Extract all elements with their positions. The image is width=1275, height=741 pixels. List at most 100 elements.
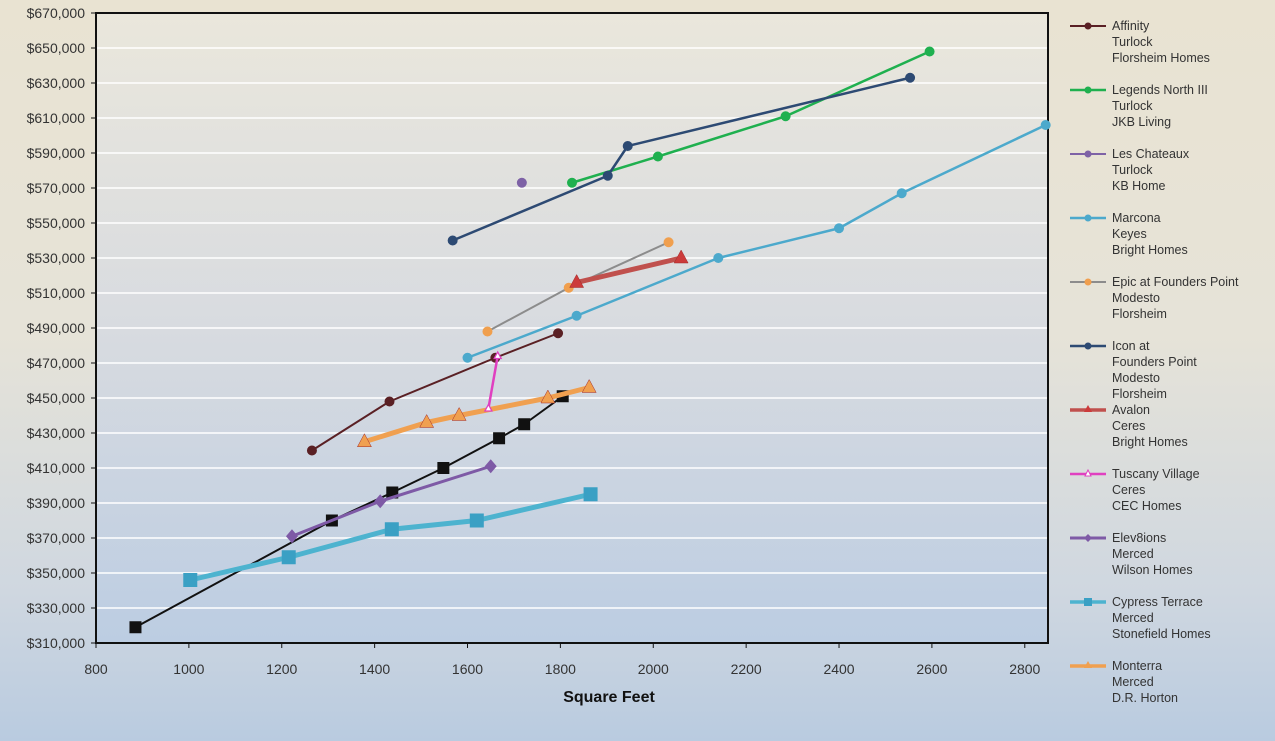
legend-swatch-marker [1084,661,1092,668]
y-tick-label: $570,000 [27,180,86,196]
legend-item-legends-north-iii: Legends North III Turlock JKB Living [1070,83,1208,129]
legend-label: Florsheim [1112,387,1167,401]
legend-item-tuscany-village: Tuscany Village Ceres CEC Homes [1070,467,1200,513]
data-point-cypress-terrace [384,522,399,537]
y-tick-label: $550,000 [27,215,86,231]
legend-label: Modesto [1112,291,1160,305]
legend-label: Turlock [1112,35,1153,49]
series-line-tuscany-village [487,354,499,410]
data-point-trendline [437,462,450,474]
data-point-elev8ions [374,494,387,509]
legend-swatch-marker [1084,342,1092,350]
data-point-icon-at-founders-point [622,141,633,151]
data-point-tuscany-village [493,350,503,360]
legend: Affinity Turlock Florsheim Homes Legends No… [1070,19,1239,705]
grid [96,47,1048,609]
y-tick-label: $350,000 [27,565,86,581]
data-point-legends-north-iii [652,151,663,162]
series-line-avalon [574,255,684,285]
legend-label: Legends North III [1112,83,1208,97]
legend-swatch-marker [1084,405,1092,412]
series-affinity [306,328,564,456]
legend-swatch-marker [1084,534,1092,542]
series-elev8ions [285,459,497,544]
data-point-icon-at-founders-point [905,72,916,83]
data-point-legends-north-iii [924,46,935,57]
data-point-cypress-terrace [183,573,198,587]
legend-label: Avalon [1112,403,1150,417]
data-point-icon-at-founders-point [602,170,613,181]
legend-swatch-marker [1084,22,1092,30]
x-tick-label: 1400 [359,661,390,677]
legend-item-cypress-terrace: Cypress Terrace Merced Stonefield Homes [1070,595,1211,641]
data-point-epic-at-founders-point [663,237,674,248]
data-point-monterra [419,413,435,428]
y-tick-label: $610,000 [27,110,86,126]
data-point-affinity [384,396,395,407]
legend-label: Modesto [1112,371,1160,385]
data-point-epic-at-founders-point [482,326,493,337]
y-tick-label: $670,000 [27,5,86,21]
data-point-marcona [896,188,907,199]
y-tick-label: $410,000 [27,460,86,476]
data-point-elev8ions [285,529,298,544]
legend-label: Wilson Homes [1112,563,1193,577]
legend-item-elev8ions: Elev8ions Merced Wilson Homes [1070,531,1193,577]
x-tick-label: 2000 [638,661,669,677]
legend-label: Epic at Founders Point [1112,275,1239,289]
legend-item-les-chateaux: Les Chateaux Turlock KB Home [1070,147,1190,193]
data-point-affinity [306,445,317,456]
legend-label: CEC Homes [1112,499,1181,513]
y-tick-label: $470,000 [27,355,86,371]
x-tick-label: 800 [84,661,108,677]
x-tick-label: 1800 [545,661,576,677]
y-tick-label: $450,000 [27,390,86,406]
data-point-monterra [451,406,467,421]
legend-label: Turlock [1112,163,1153,177]
data-point-elev8ions [484,459,497,474]
series-layer [129,46,1051,634]
legend-label: Les Chateaux [1112,147,1190,161]
legend-label: Bright Homes [1112,435,1188,449]
legend-swatch-marker [1084,214,1092,222]
legend-item-affinity: Affinity Turlock Florsheim Homes [1070,19,1210,65]
data-point-affinity [553,328,564,339]
data-point-trendline [518,418,531,431]
x-axis: 800 1000 1200 1400 1600 1800 2000 2200 2400 2600 2… [84,643,1041,677]
x-tick-label: 2800 [1009,661,1040,677]
y-tick-label: $490,000 [27,320,86,336]
legend-swatch-marker [1084,86,1092,94]
series-monterra [356,378,597,447]
legend-label: Turlock [1112,99,1153,113]
data-point-monterra [540,389,556,404]
legend-swatch-marker [1084,150,1092,158]
legend-label: Monterra [1112,659,1162,673]
legend-swatch-marker [1084,468,1092,477]
legend-label: JKB Living [1112,115,1171,129]
legend-label: D.R. Horton [1112,691,1178,705]
legend-label: Tuscany Village [1112,467,1200,481]
y-tick-label: $590,000 [27,145,86,161]
y-tick-label: $390,000 [27,495,86,511]
legend-swatch-marker [1084,598,1092,606]
legend-item-avalon: Avalon Ceres Bright Homes [1070,403,1188,449]
y-tick-label: $650,000 [27,40,86,56]
data-point-icon-at-founders-point [447,235,458,246]
legend-label: Stonefield Homes [1112,627,1211,641]
series-line-legends-north-iii [570,50,931,184]
legend-label: Affinity [1112,19,1150,33]
data-point-cypress-terrace [583,487,598,502]
legend-label: Florsheim Homes [1112,51,1210,65]
series-marcona [462,120,1051,363]
series-les-chateaux [516,177,527,188]
legend-label: Keyes [1112,227,1147,241]
legend-label: Elev8ions [1112,531,1166,545]
data-point-marcona [1040,120,1051,130]
series-cypress-terrace [183,487,598,587]
y-tick-label: $370,000 [27,530,86,546]
x-tick-label: 1000 [173,661,204,677]
data-point-cypress-terrace [281,550,296,565]
x-tick-label: 2600 [916,661,947,677]
data-point-tuscany-village [483,403,493,412]
